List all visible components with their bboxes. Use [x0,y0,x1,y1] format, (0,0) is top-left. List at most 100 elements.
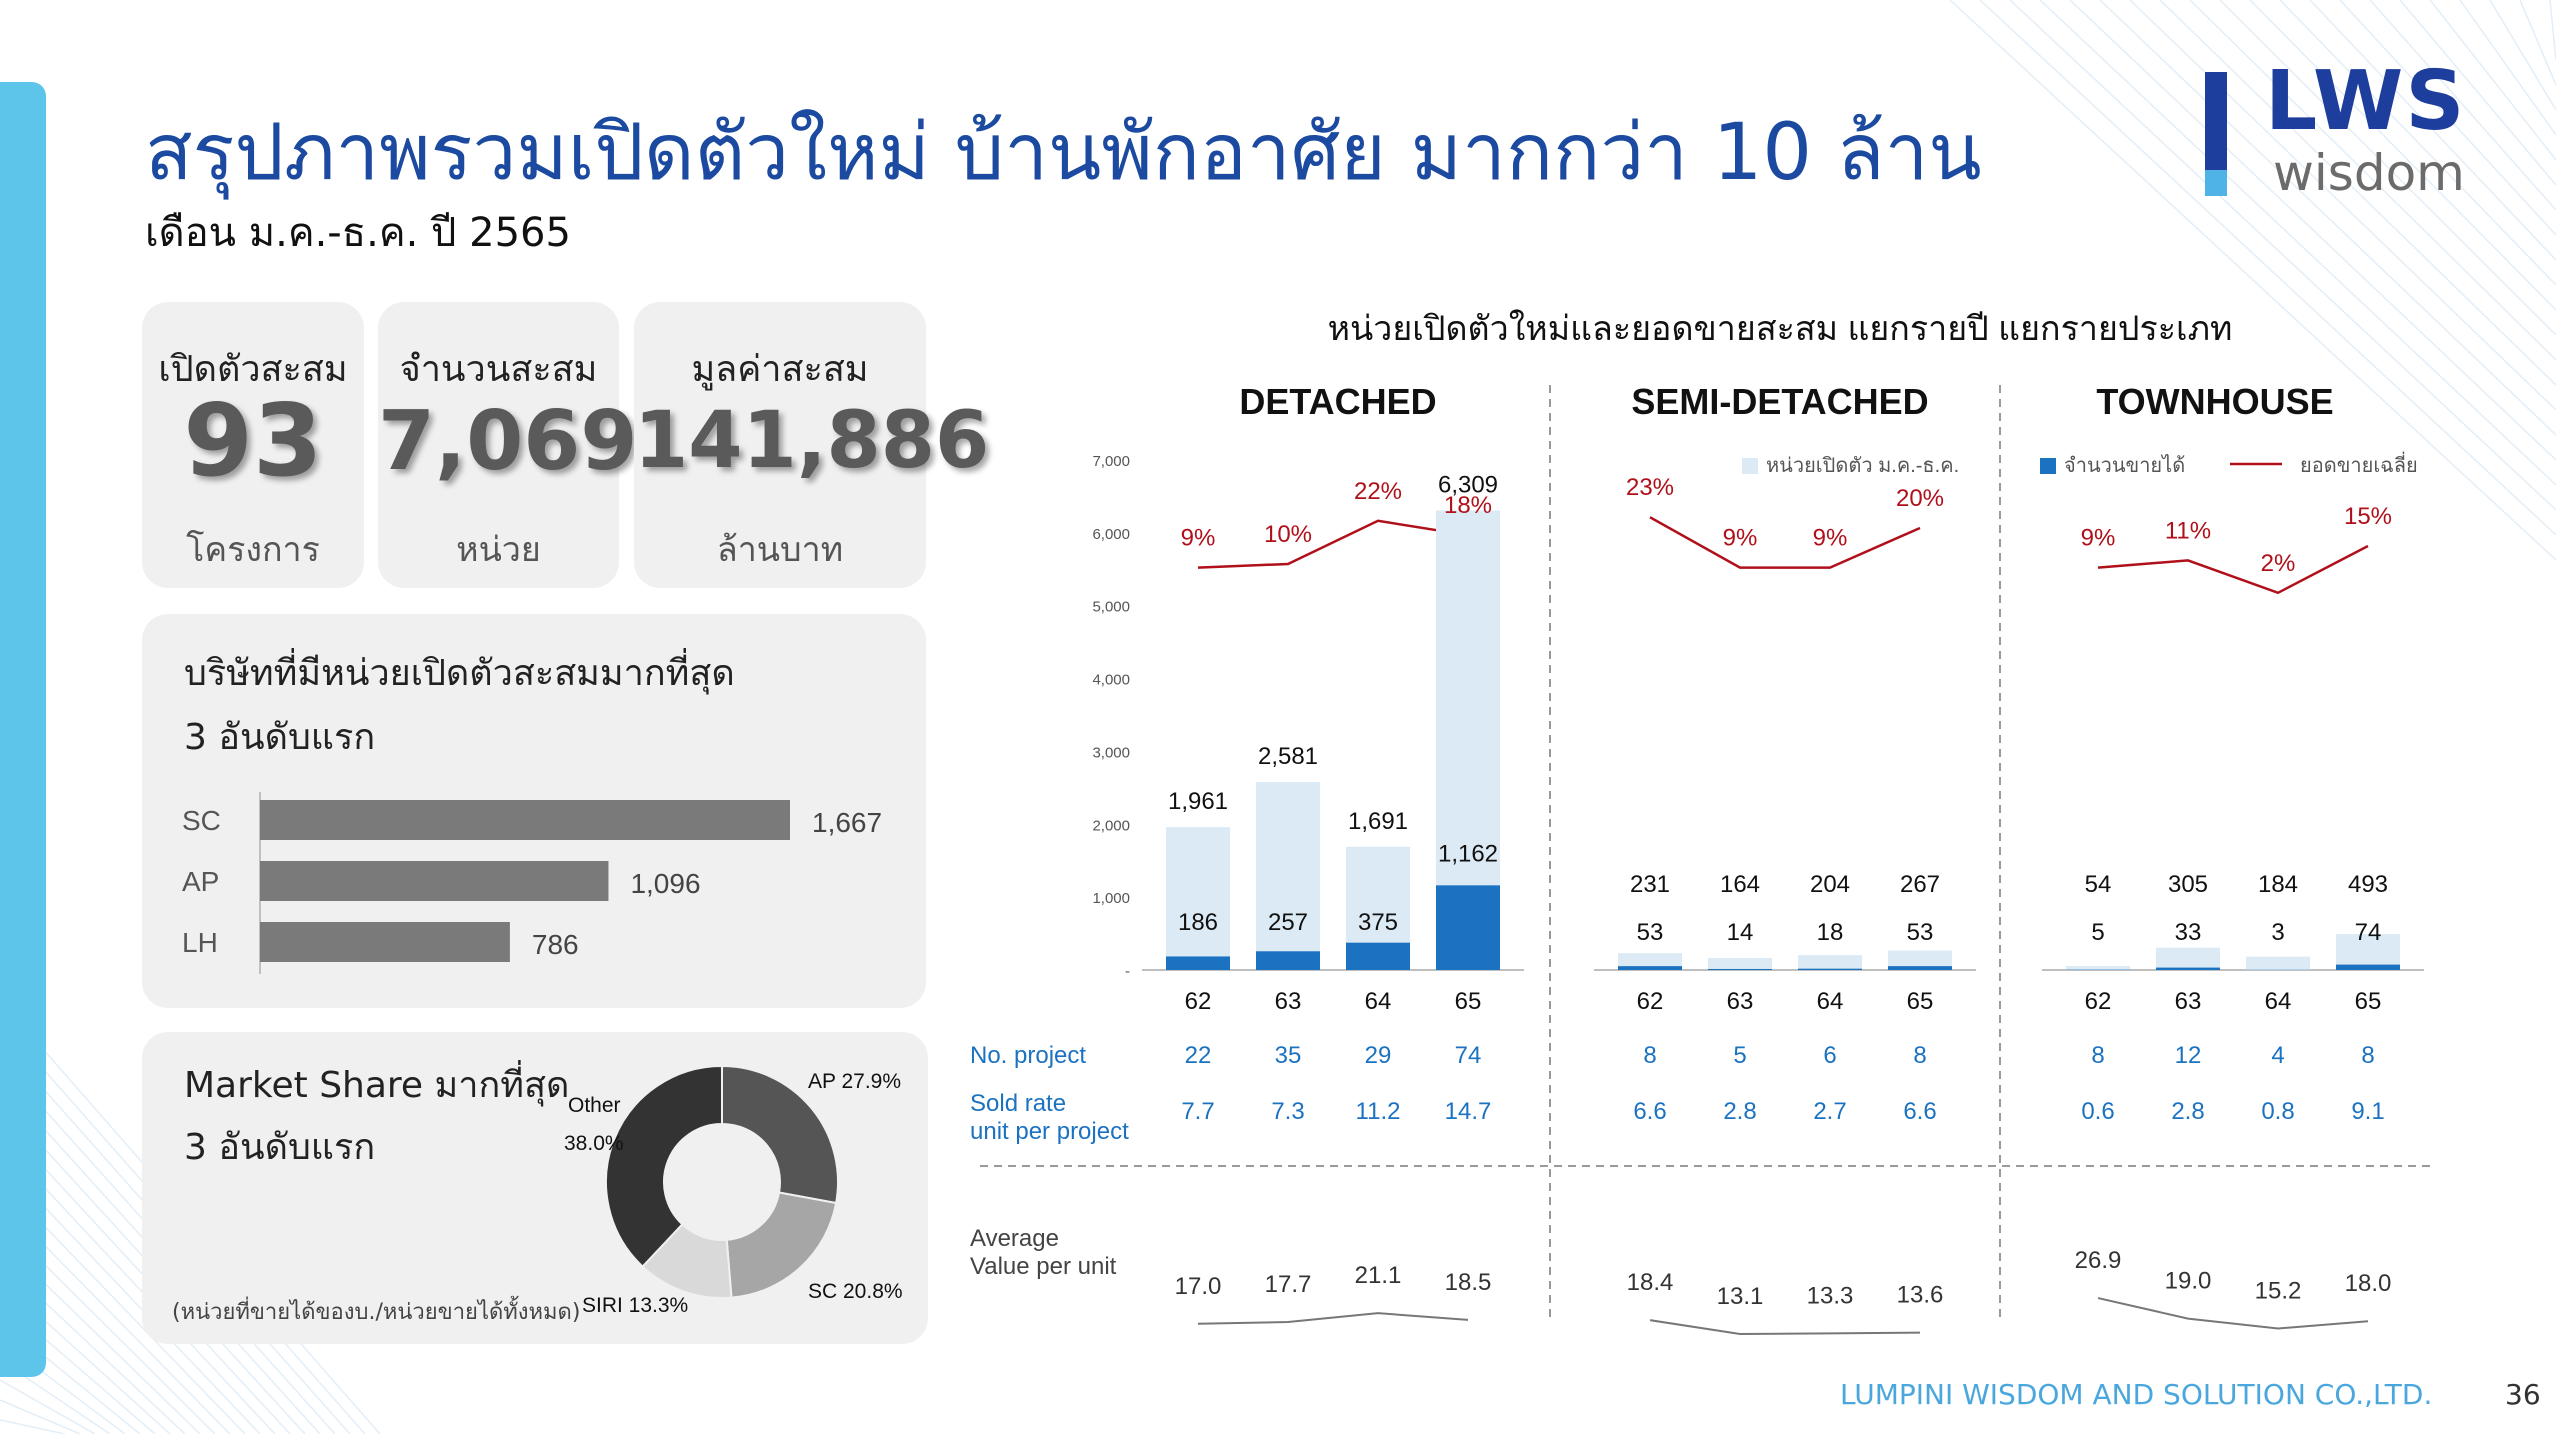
projects-value: 4 [2271,1042,2284,1069]
avg-value-label: 17.7 [1265,1271,1312,1298]
background-line [2399,0,2556,186]
background-line [2339,0,2556,236]
donut-slice-ap [721,1064,839,1205]
chart-title: หน่วยเปิดตัวใหม่และยอดขายสะสม แยกรายปี แ… [1328,309,2233,348]
avg-value-label: 17.0 [1175,1273,1222,1300]
legend-label-launched: หน่วยเปิดตัว ม.ค.-ธ.ค. [1766,455,1959,477]
row-label-sold-rate-sub: unit per project [970,1118,1129,1145]
bar-launched [2336,934,2400,970]
left-accent-bar [0,82,46,1377]
launched-value-label: 267 [1900,871,1940,898]
company-logo: LWS wisdom [2205,54,2485,202]
year-tick-label: 62 [1185,988,1212,1015]
top-companies-title: บริษัทที่มีหน่วยเปิดตัวสะสมมากที่สุด [184,653,735,694]
market-share-donut: AP 27.9% SC 20.8% SIRI 13.3% Other 38.0% [564,1064,903,1317]
year-tick-label: 65 [1455,988,1482,1015]
company-value: 1,096 [630,868,700,899]
donut-label-other-value: 38.0% [564,1132,624,1155]
sold-rate-value: 14.7 [1445,1098,1492,1125]
y-tick-label: 5,000 [1092,599,1130,616]
company-bar [260,922,510,962]
kpi-card-units: จำนวนสะสม 7,069 หน่วย [378,302,637,588]
year-tick-label: 62 [2085,988,2112,1015]
year-tick-label: 62 [1637,988,1664,1015]
kpi-unit: หน่วย [456,530,541,570]
sold-rate-value: 2.8 [2171,1098,2204,1125]
projects-value: 8 [1913,1042,1926,1069]
company-bar [260,800,790,840]
sold-value-label: 33 [2175,919,2202,946]
sold-value-label: 74 [2355,919,2382,946]
sold-rate-value: 11.2 [1356,1098,1401,1125]
projects-value: 22 [1185,1042,1212,1069]
y-tick-label: 2,000 [1092,817,1130,834]
bar-sold [1256,951,1320,970]
projects-value: 6 [1823,1042,1836,1069]
sold-rate-value: 7.7 [1181,1098,1214,1125]
launched-value-label: 1,691 [1348,808,1408,835]
company-value: 1,667 [812,807,882,838]
background-line [2489,0,2556,111]
page-subtitle: เดือน ม.ค.-ธ.ค. ปี 2565 [145,210,571,256]
avg-sold-label: 18% [1444,492,1492,519]
background-line [2069,0,2556,461]
avg-value-label: 13.1 [1717,1283,1764,1310]
market-share-title: Market Share มากที่สุด [184,1065,570,1106]
projects-value: 12 [2175,1042,2202,1069]
launched-value-label: 2,581 [1258,743,1318,770]
y-tick-label: 1,000 [1092,890,1130,907]
sold-value-label: 186 [1178,909,1218,936]
sold-rate-value: 6.6 [1633,1098,1666,1125]
launched-value-label: 184 [2258,871,2298,898]
logo-text-sub: wisdom [2273,144,2465,202]
bar-launched [2066,966,2130,970]
kpi-value: 93 [183,382,323,499]
y-tick-label: 4,000 [1092,672,1130,689]
row-label-avg-value: Average [970,1225,1059,1252]
year-tick-label: 64 [2265,988,2292,1015]
avg-sold-label: 9% [2081,525,2116,552]
background-line [2009,0,2556,511]
avg-value-label: 18.4 [1627,1269,1674,1296]
avg-sold-label: 23% [1626,474,1674,501]
background-line [2249,0,2556,311]
avg-sold-label: 9% [1813,525,1848,552]
footer-company: LUMPINI WISDOM AND SOLUTION CO.,LTD. [1840,1378,2433,1411]
bar-sold [1346,942,1410,970]
avg-sold-line [2097,544,2369,595]
avg-sold-label: 11% [2165,517,2211,544]
sold-rate-value: 0.6 [2081,1098,2114,1125]
background-line [1949,0,2556,561]
company-label: LH [182,927,218,958]
sold-value-label: 375 [1358,909,1398,936]
bar-launched [1256,781,1320,970]
bar-launched [2156,947,2220,970]
avg-value-line [1197,1312,1469,1325]
market-share-note: (หน่วยที่ขายได้ของบ./หน่วยขายได้ทั้งหมด) [172,1300,581,1325]
market-share-card: Market Share มากที่สุด 3 อันดับแรก (หน่ว… [142,1032,928,1344]
launched-value-label: 54 [2085,871,2112,898]
avg-sold-label: 2% [2261,550,2296,577]
sold-value-label: 1,162 [1438,840,1498,867]
sold-value-label: 14 [1727,919,1754,946]
background-line [2159,0,2556,386]
background-line [2279,0,2556,286]
projects-value: 29 [1365,1042,1392,1069]
sold-value-label: 53 [1637,919,1664,946]
kpi-card-projects: เปิดตัวสะสม 93 โครงการ [142,302,364,588]
avg-value-label: 13.3 [1807,1282,1854,1309]
bar-launched [1618,953,1682,970]
sold-rate-value: 7.3 [1271,1098,1304,1125]
sold-value-label: 3 [2271,919,2284,946]
year-tick-label: 65 [1907,988,1934,1015]
kpi-unit: โครงการ [186,530,320,570]
main-chart: หน่วยเปิดตัวใหม่และยอดขายสะสม แยกรายปี แ… [970,309,2430,1335]
launched-value-label: 164 [1720,871,1760,898]
group-title: DETACHED [1239,381,1436,422]
company-value: 786 [532,929,579,960]
bar-sold [2336,964,2400,970]
company-label: AP [182,866,219,897]
sold-rate-value: 2.7 [1813,1098,1846,1125]
donut-slice-other [605,1064,723,1268]
launched-value-label: 6,309 [1438,471,1498,498]
